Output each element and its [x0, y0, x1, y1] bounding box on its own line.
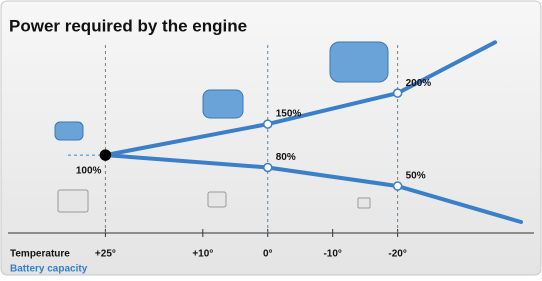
marker: [264, 120, 272, 128]
value-label: 200%: [406, 78, 432, 89]
value-label: 100%: [76, 166, 102, 177]
x-tick-label: -10°: [323, 249, 341, 260]
chart-title: Power required by the engine: [9, 16, 247, 35]
x-tick-label: +25°: [95, 249, 116, 260]
value-label: 80%: [276, 152, 296, 163]
marker: [264, 163, 272, 171]
x-axis-label: Temperature: [10, 249, 70, 260]
marker: [394, 182, 402, 190]
x-tick-label: -20°: [388, 249, 406, 260]
x-tick-label: +10°: [192, 249, 213, 260]
value-label: 150%: [276, 109, 302, 120]
marker: [394, 89, 402, 97]
marker: [100, 150, 110, 160]
value-label: 50%: [406, 171, 426, 182]
chart: Power required by the engine Temperature…: [0, 0, 542, 276]
x-tick-label: 0°: [263, 249, 273, 260]
series-label: Battery capacity: [10, 264, 88, 275]
